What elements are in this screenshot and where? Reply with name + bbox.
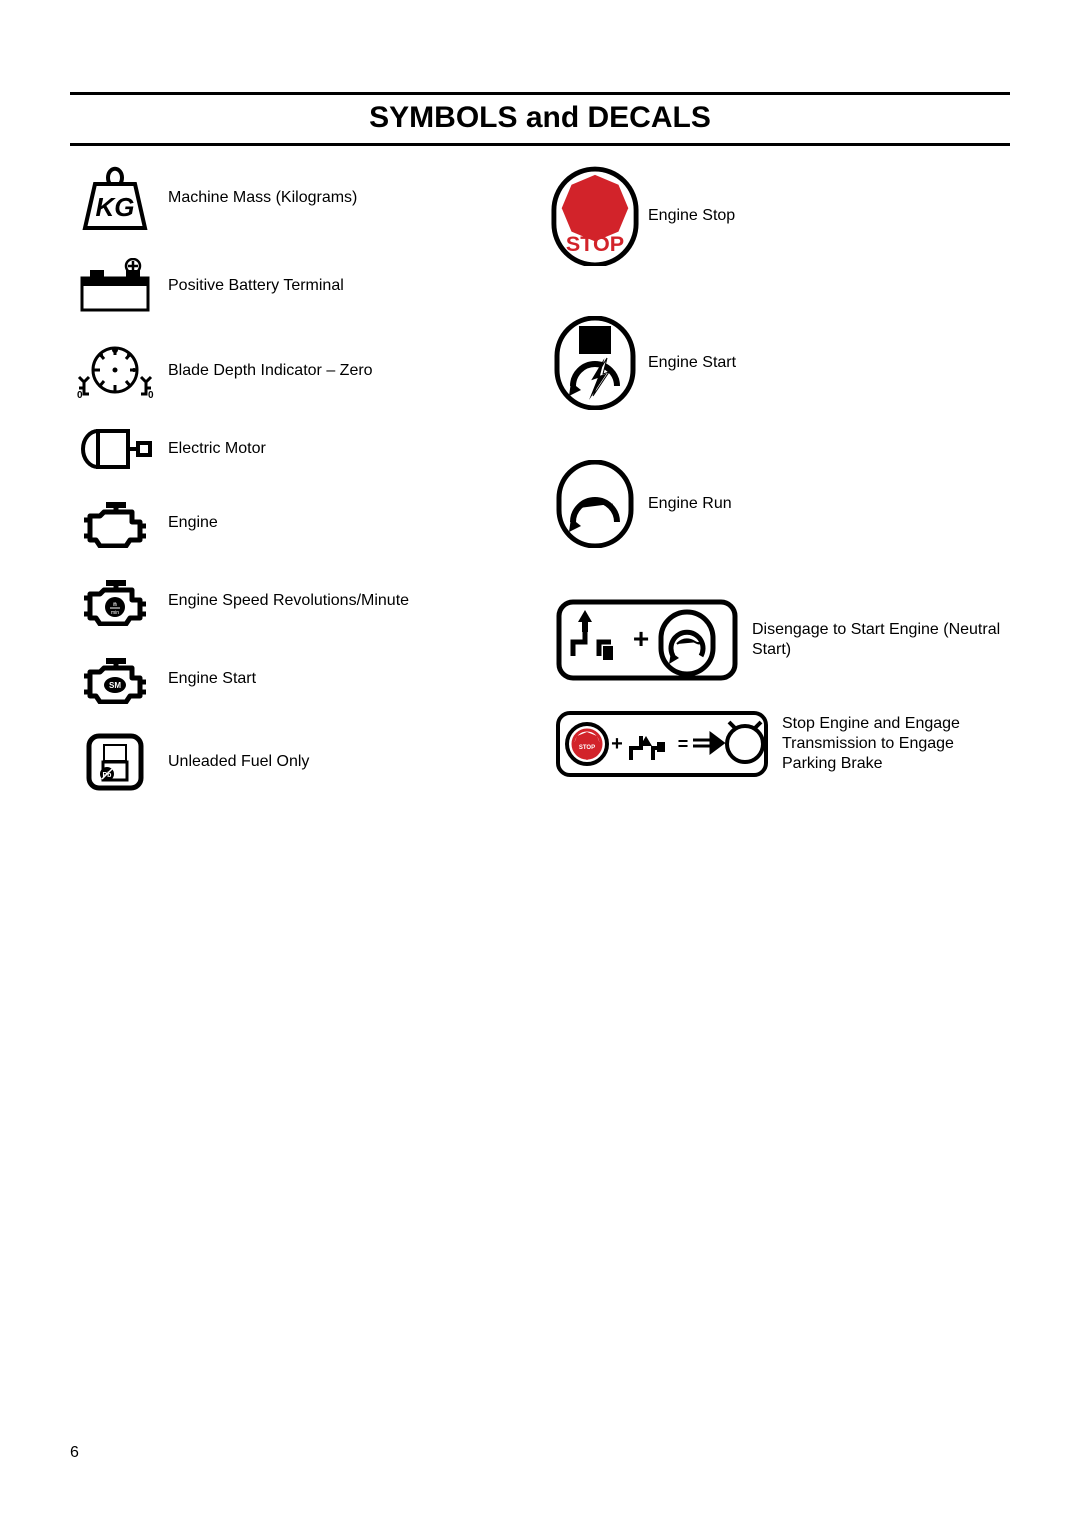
unleaded-icon: Pb (70, 732, 160, 792)
symbol-row-kg: KG Machine Mass (Kilograms) (70, 166, 530, 230)
symbol-row-depth-zero: 00Blade Depth Indicator – Zero (70, 342, 530, 400)
battery-icon (70, 258, 160, 314)
eng-start-label: Engine Start (640, 353, 736, 373)
page-title: SYMBOLS and DECALS (70, 101, 1010, 135)
eng-start2-label: Engine Start (160, 669, 256, 689)
page-number: 6 (70, 1444, 79, 1462)
park-brake-label: Stop Engine and Engage Transmission to E… (774, 714, 1010, 774)
rpm-icon: n min (70, 576, 160, 626)
symbol-row-eng-run: Engine Run (550, 460, 1010, 548)
engine-icon (70, 498, 160, 548)
depth-zero-label: Blade Depth Indicator – Zero (160, 361, 373, 381)
symbol-row-park-brake: STOP + = Stop Engine and Engage Transmissio… (550, 710, 1010, 778)
svg-text:STOP: STOP (566, 232, 624, 256)
symbol-row-battery: Positive Battery Terminal (70, 258, 530, 314)
svg-text:min: min (111, 610, 119, 616)
svg-text:+: + (611, 733, 623, 755)
svg-text:+: + (633, 623, 649, 654)
svg-text:STOP: STOP (579, 745, 595, 751)
svg-text:KG: KG (96, 192, 135, 222)
battery-label: Positive Battery Terminal (160, 276, 344, 296)
kg-label: Machine Mass (Kilograms) (160, 188, 357, 208)
symbol-row-eng-start2: SM Engine Start (70, 654, 530, 704)
rpm-label: Engine Speed Revolutions/Minute (160, 591, 409, 611)
park-brake-icon: STOP + = (550, 710, 774, 778)
kg-icon: KG (70, 166, 160, 230)
svg-text:0: 0 (148, 390, 154, 400)
svg-text:=: = (678, 734, 689, 754)
svg-text:n: n (113, 602, 117, 608)
svg-text:SM: SM (109, 681, 121, 690)
symbol-row-stop-sign: STOP Engine Stop (550, 166, 1010, 266)
neutral-label: Disengage to Start Engine (Neutral Start… (744, 620, 1010, 660)
eng-start-icon (550, 316, 640, 410)
neutral-icon: + (550, 598, 744, 682)
rule-bottom (70, 143, 1010, 146)
left-column: KG Machine Mass (Kilograms) Positive Batte… (70, 166, 530, 820)
stop-sign-label: Engine Stop (640, 206, 735, 226)
depth-zero-icon: 00 (70, 342, 160, 400)
right-column: STOP Engine Stop Engine Start Engine Run + Di… (550, 166, 1010, 820)
engine-label: Engine (160, 513, 218, 533)
symbol-row-engine: Engine (70, 498, 530, 548)
symbols-columns: KG Machine Mass (Kilograms) Positive Batte… (70, 166, 1010, 820)
eng-run-icon (550, 460, 640, 548)
eng-start2-icon: SM (70, 654, 160, 704)
motor-label: Electric Motor (160, 439, 266, 459)
svg-text:0: 0 (77, 390, 83, 400)
rule-top (70, 92, 1010, 95)
symbol-row-neutral: + Disengage to Start Engine (Neutral Star… (550, 598, 1010, 682)
unleaded-label: Unleaded Fuel Only (160, 752, 309, 772)
symbol-row-rpm: n min Engine Speed Revolutions/Minute (70, 576, 530, 626)
symbol-row-unleaded: PbUnleaded Fuel Only (70, 732, 530, 792)
motor-icon (70, 428, 160, 470)
stop-sign-icon: STOP (550, 166, 640, 266)
eng-run-label: Engine Run (640, 494, 732, 514)
symbol-row-motor: Electric Motor (70, 428, 530, 470)
symbol-row-eng-start: Engine Start (550, 316, 1010, 410)
